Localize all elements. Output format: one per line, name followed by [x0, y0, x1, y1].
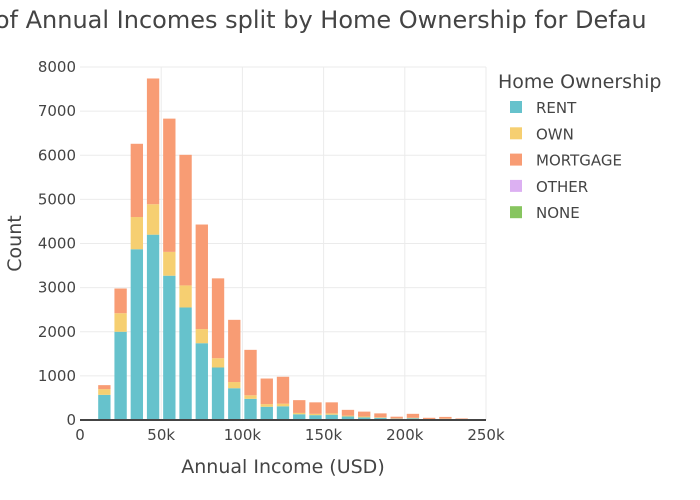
bar-rent-6[interactable]	[179, 307, 192, 420]
bar-own-1[interactable]	[98, 389, 111, 395]
bar-own-12[interactable]	[276, 403, 290, 407]
legend[interactable]: Home Ownership RENT OWN MORTGAGE OTHER NONE	[498, 71, 661, 222]
y-tick-label: 6000	[38, 146, 76, 164]
tick-labels: 0 1000 2000 3000 4000 5000 6000 7000 8000 0 50k 100…	[38, 58, 505, 444]
legend-label-own[interactable]: OWN	[536, 125, 574, 143]
bar-mortgage-8[interactable]	[211, 278, 225, 359]
bar-mortgage-12[interactable]	[276, 376, 290, 404]
y-tick-label: 0	[66, 411, 76, 429]
bar-rent-15[interactable]	[325, 414, 338, 420]
bar-own-3[interactable]	[130, 217, 144, 250]
bar-mortgage-10[interactable]	[244, 349, 257, 396]
bar-rent-12[interactable]	[276, 406, 290, 420]
x-tick-label: 250k	[467, 426, 505, 444]
bar-own-6[interactable]	[179, 285, 192, 308]
bars[interactable]	[80, 78, 485, 420]
x-tick-label: 100k	[224, 426, 262, 444]
bar-mortgage-6[interactable]	[179, 154, 192, 286]
bar-mortgage-4[interactable]	[146, 78, 160, 205]
y-tick-label: 5000	[38, 190, 76, 208]
x-axis-title: Annual Income (USD)	[181, 456, 384, 478]
y-axis-title: Count	[4, 215, 26, 271]
legend-label-mortgage[interactable]: MORTGAGE	[536, 152, 622, 170]
legend-label-none[interactable]: NONE	[536, 204, 580, 222]
bar-rent-10[interactable]	[244, 398, 257, 420]
bar-rent-1[interactable]	[98, 394, 111, 420]
bar-rent-11[interactable]	[260, 406, 273, 420]
x-tick-label: 200k	[386, 426, 424, 444]
y-tick-label: 8000	[38, 58, 76, 76]
bar-own-15[interactable]	[325, 413, 338, 415]
bar-own-16[interactable]	[341, 415, 355, 417]
bar-own-4[interactable]	[146, 204, 160, 235]
bar-mortgage-23[interactable]	[455, 418, 468, 420]
bar-mortgage-13[interactable]	[293, 400, 306, 413]
bar-mortgage-9[interactable]	[228, 319, 241, 383]
bar-mortgage-22[interactable]	[439, 416, 452, 419]
legend-swatch-mortgage[interactable]	[510, 153, 522, 166]
bar-mortgage-16[interactable]	[341, 409, 355, 416]
legend-swatch-none[interactable]	[510, 206, 522, 219]
bar-own-2[interactable]	[114, 313, 127, 332]
chart-title: n of Annual Incomes split by Home Owners…	[0, 6, 647, 34]
bar-own-7[interactable]	[195, 329, 208, 344]
bar-mortgage-18[interactable]	[374, 413, 387, 418]
bar-own-9[interactable]	[228, 382, 241, 389]
bar-rent-2[interactable]	[114, 331, 127, 420]
x-tick-label: 0	[75, 426, 85, 444]
y-tick-label: 4000	[38, 235, 76, 253]
bar-rent-13[interactable]	[293, 414, 306, 420]
x-tick-label: 150k	[305, 426, 343, 444]
bar-mortgage-14[interactable]	[309, 402, 322, 414]
bar-rent-8[interactable]	[211, 367, 225, 420]
bar-rent-16[interactable]	[341, 416, 355, 420]
bar-own-5[interactable]	[163, 251, 176, 276]
bar-rent-4[interactable]	[146, 234, 160, 420]
bar-mortgage-7[interactable]	[195, 224, 208, 330]
legend-label-other[interactable]: OTHER	[536, 178, 588, 196]
bar-mortgage-15[interactable]	[325, 402, 338, 414]
bar-mortgage-20[interactable]	[406, 413, 420, 418]
bar-rent-5[interactable]	[163, 275, 176, 420]
bar-own-14[interactable]	[309, 413, 322, 416]
legend-swatch-other[interactable]	[510, 179, 522, 192]
bar-mortgage-5[interactable]	[163, 118, 176, 252]
bar-mortgage-19[interactable]	[390, 416, 403, 419]
y-tick-label: 3000	[38, 279, 76, 297]
bar-rent-3[interactable]	[130, 249, 144, 420]
legend-label-rent[interactable]: RENT	[536, 99, 577, 117]
y-tick-label: 2000	[38, 323, 76, 341]
y-tick-label: 1000	[38, 367, 76, 385]
bar-mortgage-21[interactable]	[422, 417, 436, 420]
bar-mortgage-2[interactable]	[114, 288, 127, 314]
bar-mortgage-17[interactable]	[358, 411, 371, 417]
bar-rent-7[interactable]	[195, 343, 208, 420]
bar-rent-18[interactable]	[374, 417, 387, 420]
bar-own-11[interactable]	[260, 404, 273, 407]
bar-own-17[interactable]	[358, 416, 371, 418]
bar-own-13[interactable]	[293, 412, 306, 415]
bar-mortgage-3[interactable]	[130, 143, 144, 218]
bar-own-8[interactable]	[211, 358, 225, 368]
legend-title: Home Ownership	[498, 71, 661, 93]
legend-swatch-rent[interactable]	[510, 101, 522, 113]
bar-mortgage-11[interactable]	[260, 378, 273, 405]
bar-rent-14[interactable]	[309, 415, 322, 420]
bar-rent-17[interactable]	[358, 417, 371, 420]
legend-swatch-own[interactable]	[510, 127, 522, 140]
bar-mortgage-1[interactable]	[98, 385, 111, 390]
x-tick-label: 50k	[147, 426, 175, 444]
bar-own-10[interactable]	[244, 395, 257, 399]
bar-rent-9[interactable]	[228, 388, 241, 420]
y-tick-label: 7000	[38, 102, 76, 120]
